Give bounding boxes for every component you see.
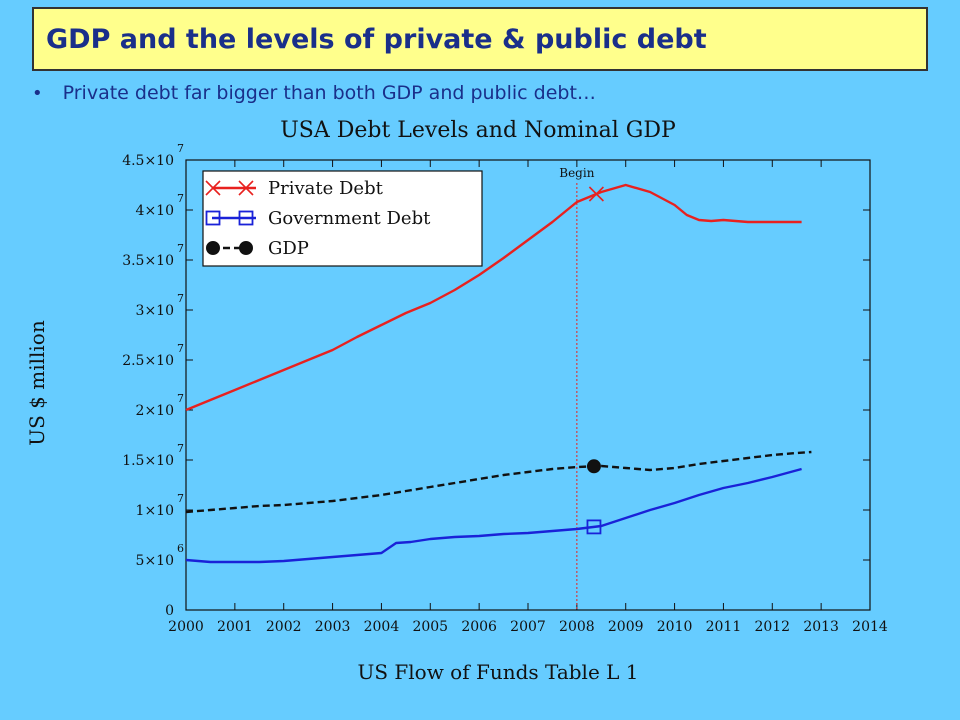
series-line-government-debt bbox=[185, 467, 802, 564]
x-tick-label: 2003 bbox=[315, 619, 351, 635]
x-tick-label: 2009 bbox=[608, 619, 644, 635]
square-marker bbox=[586, 519, 602, 535]
y-tick-label: 2×10 bbox=[136, 403, 174, 419]
legend-label: Government Debt bbox=[268, 208, 431, 229]
y-tick-exponent: 7 bbox=[177, 492, 184, 505]
begin-label: Begin bbox=[559, 166, 594, 180]
x-tick-label: 2010 bbox=[657, 619, 693, 635]
y-tick-label: 3×10 bbox=[136, 303, 174, 319]
y-tick-exponent: 7 bbox=[177, 192, 184, 205]
y-tick-exponent: 6 bbox=[177, 542, 184, 555]
x-tick-label: 2002 bbox=[266, 619, 302, 635]
circle-marker bbox=[586, 459, 601, 474]
x-ticks: 2000 2001 2002 2003 2004 2005 2006 2007 2008 2009… bbox=[168, 160, 888, 635]
x-marker bbox=[588, 186, 604, 202]
slide-title: GDP and the levels of private & public d… bbox=[46, 23, 707, 55]
square-marker bbox=[205, 210, 221, 226]
y-tick-label: 2.5×10 bbox=[122, 353, 174, 369]
x-tick-label: 2012 bbox=[754, 619, 790, 635]
x-tick-label: 2008 bbox=[559, 619, 595, 635]
bullet-text: Private debt far bigger than both GDP an… bbox=[62, 82, 596, 104]
x-tick-label: 2006 bbox=[461, 619, 497, 635]
x-tick-label: 2007 bbox=[510, 619, 546, 635]
y-tick-label: 4.5×10 bbox=[122, 153, 174, 169]
y-tick-exponent: 7 bbox=[177, 342, 184, 355]
circle-marker bbox=[239, 241, 253, 255]
y-tick-label: 0 bbox=[165, 603, 174, 619]
series-group bbox=[185, 183, 812, 564]
legend-label: Private Debt bbox=[268, 178, 384, 199]
legend: Private Debt Government Debt GDP bbox=[202, 170, 483, 267]
x-tick-label: 2000 bbox=[168, 619, 204, 635]
y-tick-label: 3.5×10 bbox=[122, 253, 174, 269]
bullet-icon: • bbox=[32, 82, 43, 104]
x-tick-label: 2001 bbox=[217, 619, 253, 635]
x-marker bbox=[205, 180, 221, 196]
y-tick-label: 1.5×10 bbox=[122, 453, 174, 469]
series-line-private-debt bbox=[185, 183, 802, 412]
x-marker bbox=[238, 180, 254, 196]
y-tick-label: 5×10 bbox=[136, 553, 174, 569]
x-axis-label: US Flow of Funds Table L 1 bbox=[357, 660, 638, 684]
y-tick-exponent: 7 bbox=[177, 142, 184, 155]
x-tick-label: 2013 bbox=[803, 619, 839, 635]
chart-title: USA Debt Levels and Nominal GDP bbox=[280, 118, 676, 143]
x-tick-label: 2014 bbox=[852, 619, 888, 635]
y-ticks: 05×1061×1071.5×1072×1072.5×1073×1073.5×1… bbox=[122, 142, 870, 619]
y-axis-label: US $ million bbox=[25, 320, 49, 446]
square-marker bbox=[238, 210, 254, 226]
y-tick-exponent: 7 bbox=[177, 292, 184, 305]
x-tick-label: 2011 bbox=[706, 619, 742, 635]
y-tick-exponent: 7 bbox=[177, 242, 184, 255]
x-tick-label: 2005 bbox=[412, 619, 448, 635]
series-line-gdp bbox=[185, 450, 812, 514]
title-box: GDP and the levels of private & public d… bbox=[32, 7, 928, 71]
circle-marker bbox=[206, 241, 220, 255]
bullet-point: • Private debt far bigger than both GDP … bbox=[32, 82, 596, 104]
legend-label: GDP bbox=[268, 238, 309, 259]
y-tick-label: 1×10 bbox=[136, 503, 174, 519]
x-tick-label: 2004 bbox=[364, 619, 400, 635]
y-tick-exponent: 7 bbox=[177, 392, 184, 405]
begin-marker-line: Begin bbox=[559, 166, 595, 610]
y-tick-exponent: 7 bbox=[177, 442, 184, 455]
y-tick-label: 4×10 bbox=[136, 203, 174, 219]
